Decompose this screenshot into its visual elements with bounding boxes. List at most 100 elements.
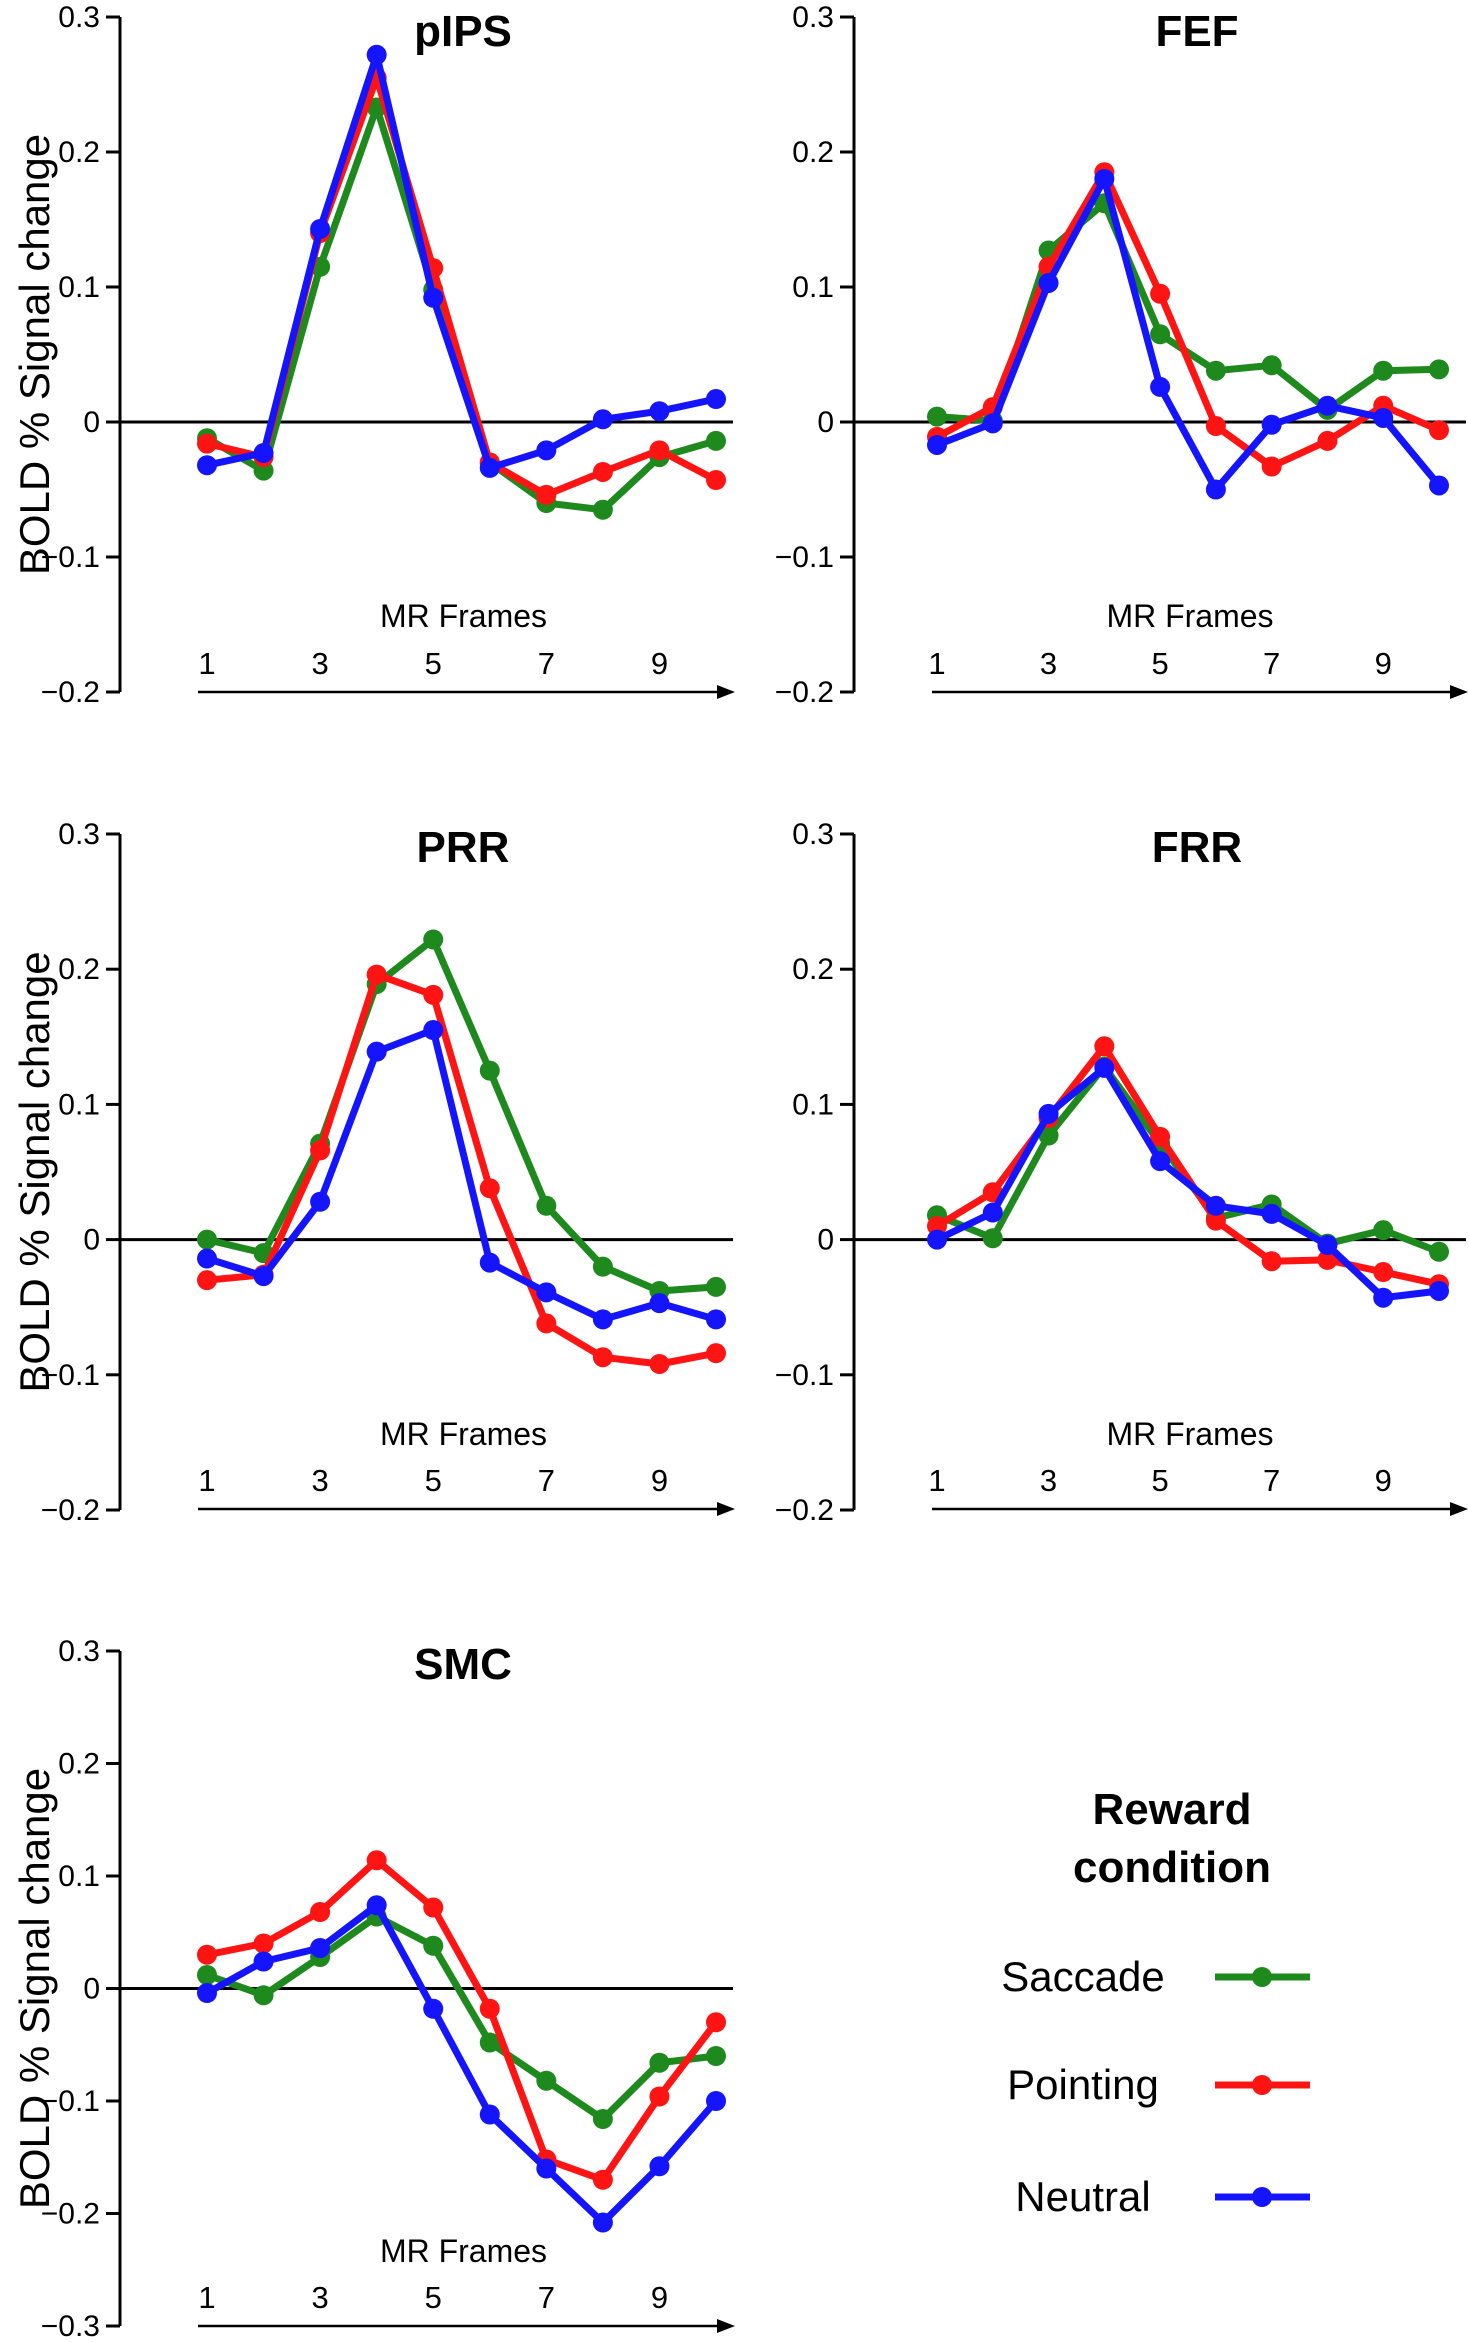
panel-title: SMC <box>414 1640 512 1689</box>
data-point <box>649 2156 670 2177</box>
data-point <box>479 2104 500 2125</box>
data-point <box>592 1347 613 1368</box>
data-point <box>479 1998 500 2019</box>
data-point <box>1261 1203 1282 1224</box>
data-point <box>1038 272 1059 293</box>
panel-prr: 0.3 0.2 0.1 0 −0.1 −0.2 1 3 5 7 9 MR Frames BOLD % S… <box>11 818 735 1527</box>
data-point <box>366 44 387 65</box>
series-line-pointing <box>206 971 717 1368</box>
legend-label-pointing: Pointing <box>1007 2061 1159 2108</box>
panels: 0.3 0.2 0.1 0 −0.1 −0.2 1 3 5 7 9 MR Frames BOLD % S… <box>11 1 1468 2343</box>
x-tick-label: 3 <box>1040 646 1057 681</box>
y-tick-label: 0.3 <box>792 1 834 34</box>
legend-marker-saccade <box>1252 1967 1272 1987</box>
data-point <box>310 1191 331 1212</box>
data-point <box>310 1902 331 1922</box>
y-axis-label: BOLD % Signal change <box>11 134 58 575</box>
x-tick-label: 7 <box>538 2280 555 2315</box>
panel-frr: 0.3 0.2 0.1 0 −0.1 −0.2 1 3 5 7 9 MR Frames FRR <box>775 818 1468 1527</box>
data-point <box>423 287 444 308</box>
data-point <box>982 1202 1003 1223</box>
x-tick-label: 5 <box>1151 1463 1168 1498</box>
series-saccade <box>927 1056 1449 1262</box>
data-point <box>592 2169 613 2190</box>
data-point <box>982 413 1003 434</box>
data-point <box>1373 360 1394 381</box>
series-line-neutral <box>205 1026 717 1323</box>
legend-entries: Saccade Pointing Neutral <box>1001 1953 1310 2220</box>
panel-title: pIPS <box>414 7 512 56</box>
data-point <box>592 499 613 520</box>
data-point <box>536 484 557 505</box>
y-tick-label: 0.2 <box>58 953 100 986</box>
data-point <box>1429 1280 1449 1301</box>
data-point <box>706 1309 726 1330</box>
data-point <box>1261 355 1282 376</box>
data-point <box>592 2212 613 2233</box>
y-tick-label: −0.2 <box>775 1494 834 1527</box>
data-point <box>592 1256 613 1277</box>
x-axis-arrowhead <box>717 685 735 699</box>
data-point <box>310 218 331 239</box>
data-point <box>927 1229 947 1250</box>
data-point <box>366 1850 387 1871</box>
series-line-saccade <box>936 199 1440 425</box>
x-tick-label: 9 <box>1375 1463 1392 1498</box>
data-point <box>706 2091 726 2111</box>
y-tick-label: −0.1 <box>775 541 834 574</box>
y-tick-label: 0.1 <box>58 1088 100 1121</box>
panel-title: FEF <box>1155 7 1238 56</box>
y-tick-label: 0 <box>817 406 834 439</box>
data-point <box>1373 1220 1394 1241</box>
x-axis-label: MR Frames <box>380 598 547 634</box>
series-line-saccade <box>935 1063 1441 1256</box>
y-tick-label: 0.3 <box>58 1 100 34</box>
x-tick-label: 9 <box>651 646 668 681</box>
data-point <box>1038 1125 1059 1146</box>
panel-title: FRR <box>1152 823 1242 872</box>
data-point <box>1150 324 1171 345</box>
data-point <box>706 1276 726 1297</box>
series-pointing <box>197 67 726 505</box>
panel-smc: 0.3 0.2 0.1 0 −0.1 −0.2 −0.3 1 3 5 7 9 MR Frames BOLD… <box>11 1635 735 2343</box>
y-tick-label: 0.1 <box>58 1860 100 1893</box>
y-tick-label: −0.2 <box>775 676 834 709</box>
y-tick-label: 0 <box>83 406 100 439</box>
x-tick-label: 9 <box>651 2280 668 2315</box>
data-point <box>197 1248 217 1269</box>
data-point <box>423 1935 444 1956</box>
x-tick-label: 3 <box>311 1463 328 1498</box>
y-tick-label: 0.1 <box>792 271 834 304</box>
y-tick-label: −0.1 <box>775 1359 834 1392</box>
data-point <box>1205 1195 1226 1216</box>
data-point <box>706 1343 726 1364</box>
data-point <box>1429 1241 1449 1262</box>
x-axis-label: MR Frames <box>1106 1416 1273 1452</box>
data-point <box>1261 1251 1282 1272</box>
data-point <box>1205 479 1226 500</box>
data-point <box>536 1313 557 1334</box>
data-point <box>479 2032 500 2053</box>
x-axis-label: MR Frames <box>1106 598 1273 634</box>
data-point <box>1429 420 1449 441</box>
data-point <box>1150 1126 1171 1147</box>
data-point <box>1317 395 1338 416</box>
data-point <box>649 1293 670 1314</box>
x-tick-label: 7 <box>538 1463 555 1498</box>
data-point <box>1373 1287 1394 1308</box>
series-line-saccade <box>206 936 717 1295</box>
data-point <box>423 984 444 1005</box>
legend-marker-pointing <box>1252 2075 1272 2095</box>
series-pointing <box>197 1850 726 2190</box>
data-point <box>197 1965 217 1985</box>
data-point <box>927 434 947 455</box>
series-line-neutral <box>935 175 1442 493</box>
x-tick-label: 1 <box>928 1463 945 1498</box>
y-tick-label: −0.2 <box>41 1494 100 1527</box>
data-point <box>1317 1249 1338 1270</box>
data-point <box>1205 360 1226 381</box>
data-point <box>197 1983 217 2003</box>
legend-label-neutral: Neutral <box>1015 2173 1150 2220</box>
y-tick-label: −0.3 <box>41 2310 100 2343</box>
